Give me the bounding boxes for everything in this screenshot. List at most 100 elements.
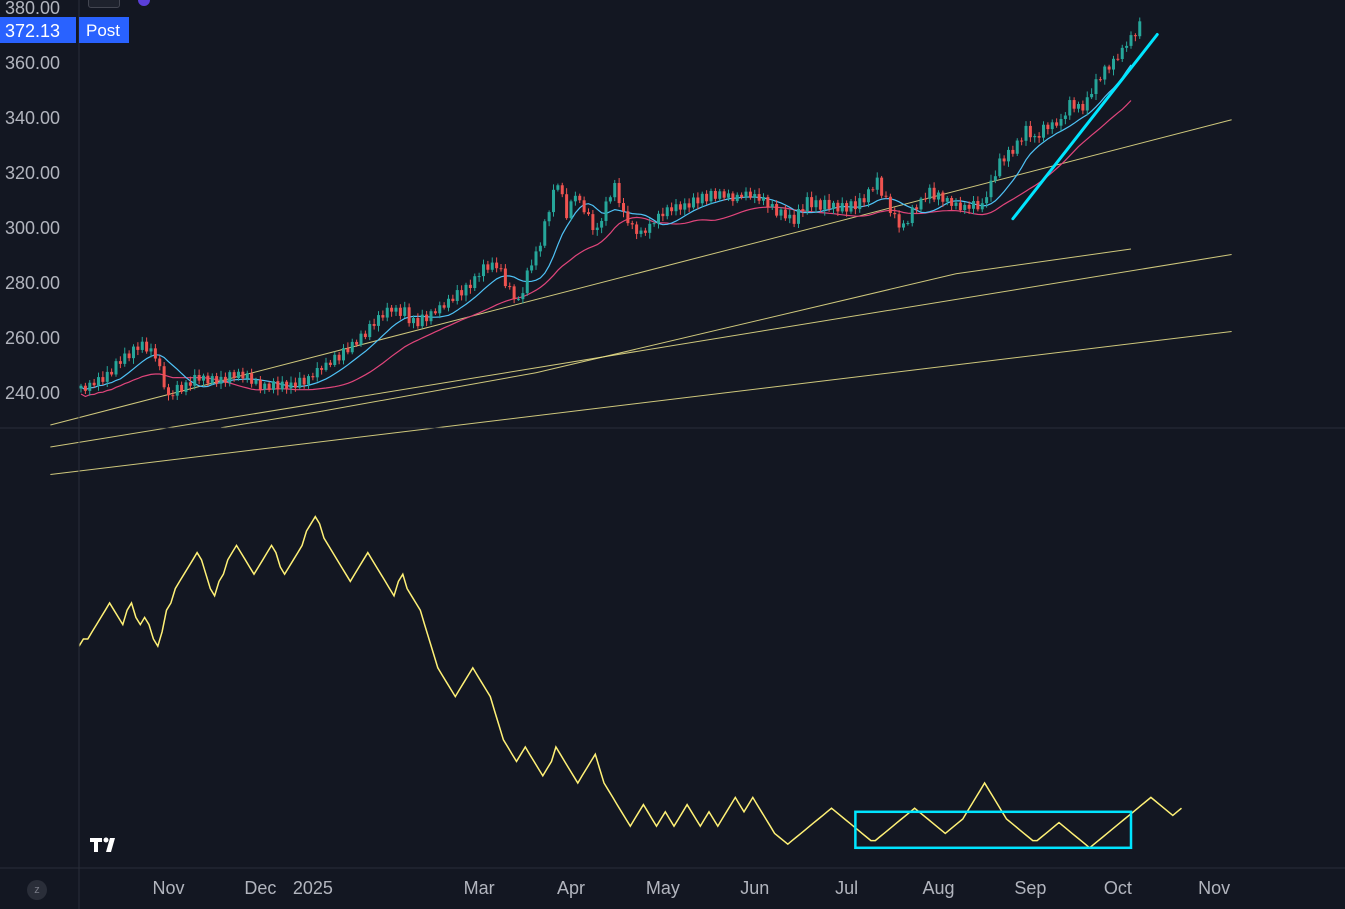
candle[interactable] — [499, 263, 503, 272]
candle[interactable] — [324, 357, 328, 372]
price-panel[interactable] — [50, 17, 1232, 475]
candle[interactable] — [1046, 122, 1050, 135]
candle[interactable] — [919, 196, 923, 213]
candle[interactable] — [867, 187, 870, 208]
candle[interactable] — [433, 308, 437, 315]
candle[interactable] — [552, 184, 555, 217]
candle[interactable] — [845, 200, 849, 217]
candle[interactable] — [941, 190, 945, 208]
candle[interactable] — [530, 259, 534, 274]
candle[interactable] — [1068, 96, 1072, 120]
candle[interactable] — [250, 368, 254, 388]
candle[interactable] — [394, 304, 398, 317]
candle[interactable] — [320, 365, 324, 375]
candle[interactable] — [377, 311, 380, 332]
candle[interactable] — [398, 304, 402, 320]
candle[interactable] — [985, 191, 989, 208]
candle[interactable] — [136, 342, 140, 356]
candle[interactable] — [950, 195, 954, 211]
candle[interactable] — [105, 366, 109, 388]
trendline-1[interactable] — [50, 254, 1232, 448]
candle[interactable] — [337, 351, 341, 365]
candle[interactable] — [661, 207, 665, 222]
candle[interactable] — [333, 351, 337, 367]
candle[interactable] — [490, 257, 494, 273]
candle[interactable] — [762, 193, 765, 206]
candle[interactable] — [1094, 73, 1098, 100]
candle[interactable] — [713, 188, 717, 202]
candle[interactable] — [368, 320, 372, 341]
candle[interactable] — [547, 210, 551, 227]
candle[interactable] — [858, 192, 862, 213]
indicator-panel[interactable] — [78, 515, 1182, 850]
candle[interactable] — [604, 196, 608, 226]
candle[interactable] — [158, 355, 162, 371]
candle[interactable] — [1107, 64, 1111, 74]
candle[interactable] — [429, 309, 433, 325]
candle[interactable] — [188, 376, 192, 391]
candle[interactable] — [1024, 121, 1028, 146]
candle[interactable] — [788, 209, 792, 224]
candle[interactable] — [700, 191, 704, 208]
candle[interactable] — [118, 356, 122, 369]
candle[interactable] — [888, 193, 892, 217]
candle[interactable] — [687, 198, 691, 213]
candle[interactable] — [328, 359, 332, 368]
candle[interactable] — [517, 296, 520, 301]
candle[interactable] — [1112, 55, 1115, 76]
candle[interactable] — [97, 372, 100, 391]
candle[interactable] — [1033, 133, 1037, 143]
candle[interactable] — [823, 195, 827, 216]
moving-average-slow[interactable] — [80, 100, 1132, 398]
candle[interactable] — [1116, 53, 1120, 62]
candle[interactable] — [215, 372, 219, 387]
candle[interactable] — [153, 344, 157, 362]
candle[interactable] — [460, 285, 464, 301]
candle[interactable] — [600, 217, 604, 234]
candle[interactable] — [648, 218, 652, 239]
candle[interactable] — [989, 174, 993, 202]
candle[interactable] — [1020, 137, 1024, 146]
session-badge[interactable] — [79, 17, 129, 43]
candle[interactable] — [757, 188, 761, 205]
candle[interactable] — [945, 196, 949, 206]
trendline-6[interactable] — [955, 248, 1132, 275]
candle[interactable] — [639, 227, 643, 238]
candle[interactable] — [202, 373, 205, 387]
candle[interactable] — [1011, 145, 1015, 157]
candle[interactable] — [1007, 146, 1010, 167]
candle[interactable] — [884, 191, 888, 199]
candle[interactable] — [372, 318, 376, 330]
candle[interactable] — [503, 264, 507, 289]
candle[interactable] — [315, 362, 319, 382]
candle[interactable] — [171, 390, 175, 400]
candle[interactable] — [1042, 121, 1045, 142]
candle[interactable] — [1120, 44, 1124, 62]
candle[interactable] — [937, 190, 940, 206]
candle[interactable] — [630, 220, 634, 230]
candle[interactable] — [1125, 41, 1129, 52]
candle[interactable] — [451, 294, 455, 303]
candle[interactable] — [906, 220, 910, 226]
candle[interactable] — [840, 197, 844, 214]
candle[interactable] — [613, 179, 617, 202]
candle[interactable] — [696, 192, 700, 210]
candle[interactable] — [862, 194, 866, 207]
candle[interactable] — [508, 282, 512, 290]
candle[interactable] — [893, 207, 897, 219]
trendline-3[interactable] — [220, 410, 322, 429]
candle[interactable] — [477, 272, 481, 282]
z-badge[interactable]: z — [27, 880, 47, 900]
candle[interactable] — [123, 347, 127, 367]
candle[interactable] — [753, 189, 757, 204]
candle[interactable] — [875, 172, 879, 195]
candle[interactable] — [83, 382, 87, 395]
candle[interactable] — [245, 370, 249, 383]
candle[interactable] — [293, 377, 297, 392]
candle[interactable] — [88, 380, 92, 396]
candle[interactable] — [289, 376, 293, 394]
candle[interactable] — [560, 182, 564, 198]
candle[interactable] — [495, 257, 499, 273]
candle[interactable] — [792, 209, 796, 228]
